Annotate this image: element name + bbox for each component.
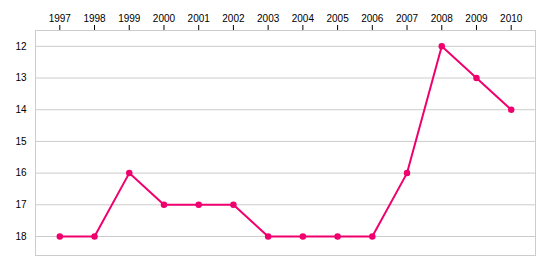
svg-text:14: 14: [15, 104, 27, 115]
svg-text:15: 15: [15, 136, 27, 147]
svg-text:2007: 2007: [396, 13, 419, 24]
svg-text:2001: 2001: [188, 13, 211, 24]
svg-text:1999: 1999: [118, 13, 141, 24]
svg-text:2008: 2008: [431, 13, 454, 24]
svg-text:1998: 1998: [83, 13, 106, 24]
svg-text:2000: 2000: [153, 13, 176, 24]
svg-text:17: 17: [15, 199, 27, 210]
svg-text:18: 18: [15, 231, 27, 242]
svg-text:1997: 1997: [49, 13, 72, 24]
svg-text:2009: 2009: [465, 13, 488, 24]
svg-text:2006: 2006: [361, 13, 384, 24]
svg-text:2003: 2003: [257, 13, 280, 24]
svg-text:2005: 2005: [326, 13, 349, 24]
svg-text:2010: 2010: [500, 13, 523, 24]
svg-text:12: 12: [15, 41, 27, 52]
svg-text:16: 16: [15, 167, 27, 178]
svg-text:2002: 2002: [222, 13, 245, 24]
svg-text:13: 13: [15, 72, 27, 83]
svg-text:2004: 2004: [292, 13, 315, 24]
